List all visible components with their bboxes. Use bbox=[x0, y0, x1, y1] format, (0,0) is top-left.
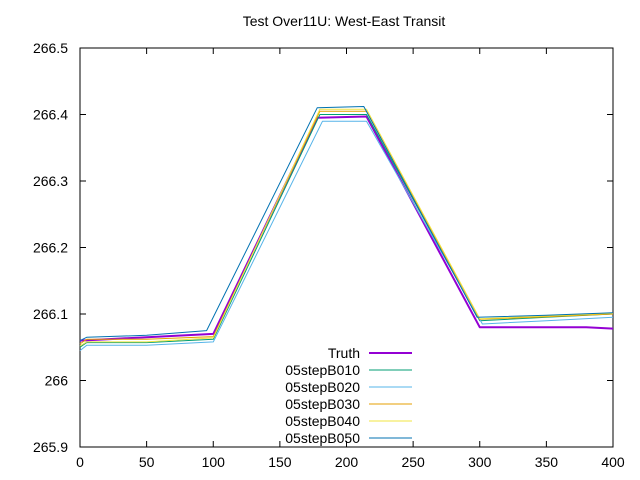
x-tick-label: 400 bbox=[601, 454, 625, 470]
x-tick-label: 100 bbox=[202, 454, 226, 470]
legend-label: 05stepB010 bbox=[285, 362, 360, 378]
y-tick-label: 266.4 bbox=[33, 107, 68, 123]
y-tick-label: 266.3 bbox=[33, 173, 68, 189]
x-tick-label: 250 bbox=[401, 454, 425, 470]
x-tick-label: 150 bbox=[268, 454, 292, 470]
chart-title: Test Over11U: West-East Transit bbox=[243, 13, 446, 29]
series-line-05stepb050 bbox=[79, 106, 614, 342]
series-line-truth bbox=[79, 115, 614, 342]
y-tick-label: 266 bbox=[45, 373, 69, 389]
axis-ticks: 0 50 100 150 200 250 300 350 400 265.9 266 266.1 266… bbox=[33, 40, 625, 470]
legend-label: 05stepB020 bbox=[285, 379, 360, 395]
series-lines bbox=[79, 106, 614, 351]
y-tick-label: 265.9 bbox=[33, 439, 68, 455]
x-tick-label: 300 bbox=[468, 454, 492, 470]
legend-label: 05stepB030 bbox=[285, 396, 360, 412]
legend-label: Truth bbox=[328, 345, 360, 361]
x-tick-label: 350 bbox=[535, 454, 559, 470]
series-line-05stepb030 bbox=[79, 110, 614, 345]
x-tick-label: 0 bbox=[76, 454, 84, 470]
series-line-05stepb020 bbox=[79, 120, 614, 351]
y-tick-label: 266.2 bbox=[33, 240, 68, 256]
x-tick-label: 200 bbox=[335, 454, 359, 470]
legend-label: 05stepB040 bbox=[285, 413, 360, 429]
series-line-05stepb040 bbox=[79, 108, 614, 347]
legend: Truth05stepB01005stepB02005stepB03005ste… bbox=[285, 345, 412, 446]
y-tick-label: 266.5 bbox=[33, 40, 68, 56]
legend-label: 05stepB050 bbox=[285, 430, 360, 446]
y-tick-label: 266.1 bbox=[33, 306, 68, 322]
x-tick-label: 50 bbox=[139, 454, 155, 470]
series-line-05stepb010 bbox=[79, 114, 614, 348]
